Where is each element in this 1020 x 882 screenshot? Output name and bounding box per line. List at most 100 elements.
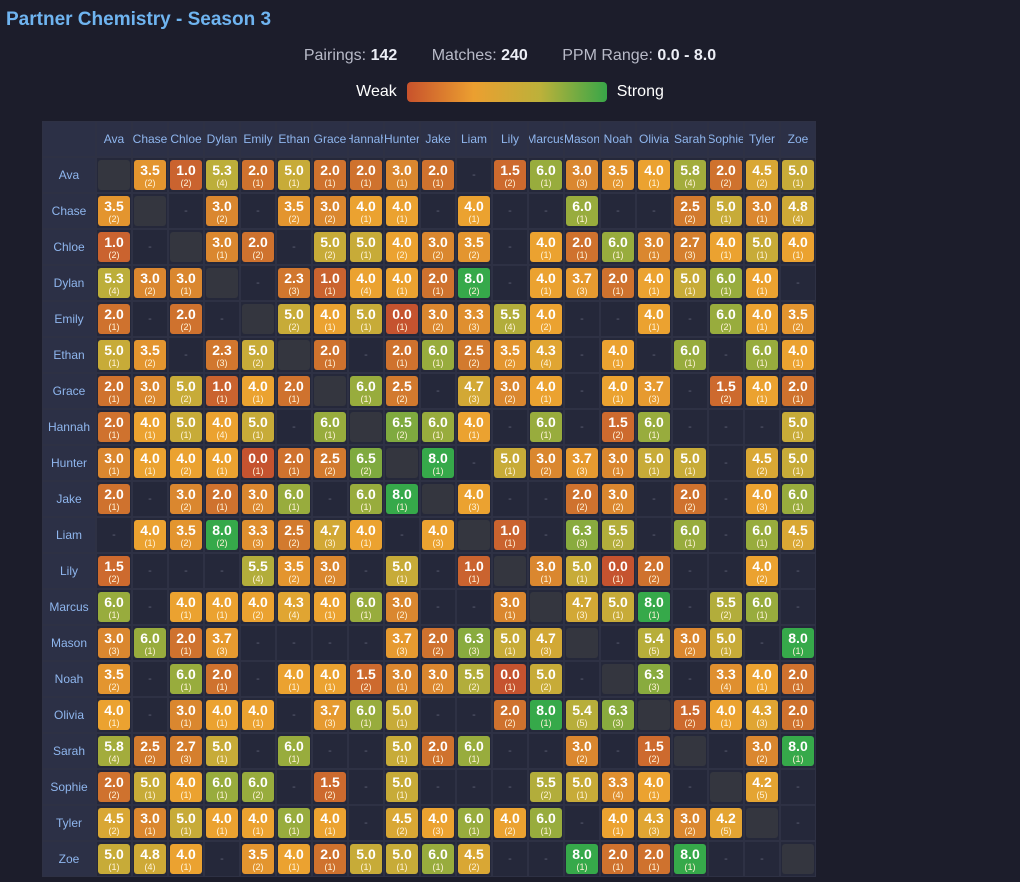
- matrix-cell[interactable]: 4.0 (1): [744, 373, 780, 409]
- matrix-cell[interactable]: -: [168, 553, 204, 589]
- matrix-cell[interactable]: 1.0 (2): [96, 229, 132, 265]
- matrix-cell[interactable]: 6.0 (1): [672, 517, 708, 553]
- matrix-cell[interactable]: 2.0 (1): [312, 841, 348, 877]
- matrix-cell[interactable]: 4.0 (1): [456, 193, 492, 229]
- matrix-cell[interactable]: 4.0 (1): [780, 337, 816, 373]
- matrix-cell[interactable]: -: [780, 589, 816, 625]
- matrix-cell[interactable]: 4.0 (1): [204, 445, 240, 481]
- matrix-cell[interactable]: 4.0 (2): [168, 445, 204, 481]
- matrix-cell[interactable]: -: [600, 301, 636, 337]
- matrix-cell[interactable]: 5.0 (1): [384, 733, 420, 769]
- matrix-cell[interactable]: 6.3 (3): [600, 697, 636, 733]
- matrix-cell[interactable]: 3.5 (2): [168, 517, 204, 553]
- matrix-cell[interactable]: 5.0 (1): [636, 445, 672, 481]
- matrix-cell[interactable]: 1.5 (2): [312, 769, 348, 805]
- matrix-cell[interactable]: -: [348, 553, 384, 589]
- matrix-cell[interactable]: 3.5 (2): [276, 193, 312, 229]
- matrix-cell[interactable]: 4.8 (4): [780, 193, 816, 229]
- matrix-cell[interactable]: -: [780, 769, 816, 805]
- matrix-cell[interactable]: 6.0 (1): [456, 733, 492, 769]
- matrix-cell[interactable]: -: [132, 661, 168, 697]
- matrix-cell[interactable]: -: [708, 553, 744, 589]
- matrix-cell[interactable]: 2.5 (2): [384, 373, 420, 409]
- matrix-cell[interactable]: 4.0 (4): [204, 409, 240, 445]
- matrix-cell[interactable]: 6.0 (1): [312, 409, 348, 445]
- matrix-cell[interactable]: 2.0 (1): [168, 625, 204, 661]
- matrix-cell[interactable]: 3.3 (4): [708, 661, 744, 697]
- matrix-cell[interactable]: 4.0 (1): [384, 265, 420, 301]
- matrix-cell[interactable]: 5.0 (1): [348, 301, 384, 337]
- matrix-cell[interactable]: 2.0 (1): [276, 373, 312, 409]
- matrix-cell[interactable]: 3.3 (4): [600, 769, 636, 805]
- matrix-cell[interactable]: 4.0 (1): [708, 229, 744, 265]
- matrix-cell[interactable]: 3.0 (2): [528, 445, 564, 481]
- matrix-cell[interactable]: 8.0 (1): [564, 841, 600, 877]
- matrix-cell[interactable]: 5.0 (1): [348, 229, 384, 265]
- matrix-cell[interactable]: 5.3 (4): [96, 265, 132, 301]
- matrix-cell[interactable]: 4.0 (1): [204, 697, 240, 733]
- matrix-cell[interactable]: 4.0 (1): [384, 193, 420, 229]
- matrix-cell[interactable]: 6.0 (1): [744, 589, 780, 625]
- matrix-cell[interactable]: 6.0 (1): [168, 661, 204, 697]
- matrix-cell[interactable]: -: [312, 733, 348, 769]
- matrix-cell[interactable]: 4.0 (1): [168, 841, 204, 877]
- matrix-cell[interactable]: -: [528, 733, 564, 769]
- matrix-cell[interactable]: -: [780, 805, 816, 841]
- matrix-cell[interactable]: 8.0 (1): [636, 589, 672, 625]
- matrix-cell[interactable]: -: [168, 337, 204, 373]
- matrix-cell[interactable]: 2.0 (1): [600, 841, 636, 877]
- matrix-cell[interactable]: 8.0 (1): [528, 697, 564, 733]
- matrix-cell[interactable]: 1.5 (2): [672, 697, 708, 733]
- matrix-cell[interactable]: 1.0 (1): [456, 553, 492, 589]
- matrix-cell[interactable]: -: [420, 769, 456, 805]
- matrix-cell[interactable]: -: [600, 625, 636, 661]
- matrix-cell[interactable]: 6.0 (2): [240, 769, 276, 805]
- matrix-cell[interactable]: 6.0 (1): [348, 373, 384, 409]
- matrix-cell[interactable]: 3.0 (1): [636, 229, 672, 265]
- matrix-cell[interactable]: -: [564, 661, 600, 697]
- matrix-cell[interactable]: -: [636, 517, 672, 553]
- matrix-cell[interactable]: 3.0 (2): [204, 193, 240, 229]
- matrix-cell[interactable]: -: [600, 733, 636, 769]
- matrix-cell[interactable]: 6.0 (1): [420, 841, 456, 877]
- matrix-cell[interactable]: 4.0 (1): [240, 373, 276, 409]
- matrix-cell[interactable]: 6.0 (1): [528, 805, 564, 841]
- matrix-cell[interactable]: 1.5 (2): [600, 409, 636, 445]
- matrix-cell[interactable]: 5.4 (5): [636, 625, 672, 661]
- matrix-cell[interactable]: -: [420, 553, 456, 589]
- matrix-cell[interactable]: 4.0 (1): [312, 661, 348, 697]
- matrix-cell[interactable]: 6.0 (1): [348, 481, 384, 517]
- matrix-cell[interactable]: 3.0 (2): [744, 733, 780, 769]
- matrix-cell[interactable]: -: [240, 193, 276, 229]
- matrix-cell[interactable]: -: [132, 229, 168, 265]
- matrix-cell[interactable]: 1.0 (1): [204, 373, 240, 409]
- matrix-cell[interactable]: 0.0 (1): [600, 553, 636, 589]
- matrix-cell[interactable]: 5.0 (1): [348, 841, 384, 877]
- matrix-cell[interactable]: -: [456, 769, 492, 805]
- matrix-cell[interactable]: 4.0 (1): [312, 301, 348, 337]
- matrix-cell[interactable]: 5.0 (1): [384, 841, 420, 877]
- matrix-cell[interactable]: 4.0 (3): [420, 805, 456, 841]
- matrix-cell[interactable]: -: [240, 265, 276, 301]
- matrix-cell[interactable]: -: [132, 481, 168, 517]
- matrix-cell[interactable]: 3.0 (1): [204, 229, 240, 265]
- matrix-cell[interactable]: 6.0 (1): [204, 769, 240, 805]
- matrix-cell[interactable]: -: [96, 517, 132, 553]
- matrix-cell[interactable]: -: [492, 733, 528, 769]
- matrix-cell[interactable]: 6.0 (1): [132, 625, 168, 661]
- matrix-cell[interactable]: 3.5 (2): [240, 841, 276, 877]
- matrix-cell[interactable]: 3.0 (1): [168, 697, 204, 733]
- matrix-cell[interactable]: 4.0 (2): [492, 805, 528, 841]
- matrix-cell[interactable]: 4.0 (1): [744, 661, 780, 697]
- matrix-cell[interactable]: -: [420, 193, 456, 229]
- matrix-cell[interactable]: -: [276, 229, 312, 265]
- matrix-cell[interactable]: 5.0 (1): [780, 445, 816, 481]
- matrix-cell[interactable]: 5.5 (2): [456, 661, 492, 697]
- matrix-cell[interactable]: 3.0 (2): [564, 733, 600, 769]
- matrix-cell[interactable]: -: [708, 409, 744, 445]
- matrix-cell[interactable]: 3.7 (3): [636, 373, 672, 409]
- matrix-cell[interactable]: -: [132, 697, 168, 733]
- matrix-cell[interactable]: 8.0 (1): [384, 481, 420, 517]
- matrix-cell[interactable]: 5.0 (1): [672, 445, 708, 481]
- matrix-cell[interactable]: -: [564, 373, 600, 409]
